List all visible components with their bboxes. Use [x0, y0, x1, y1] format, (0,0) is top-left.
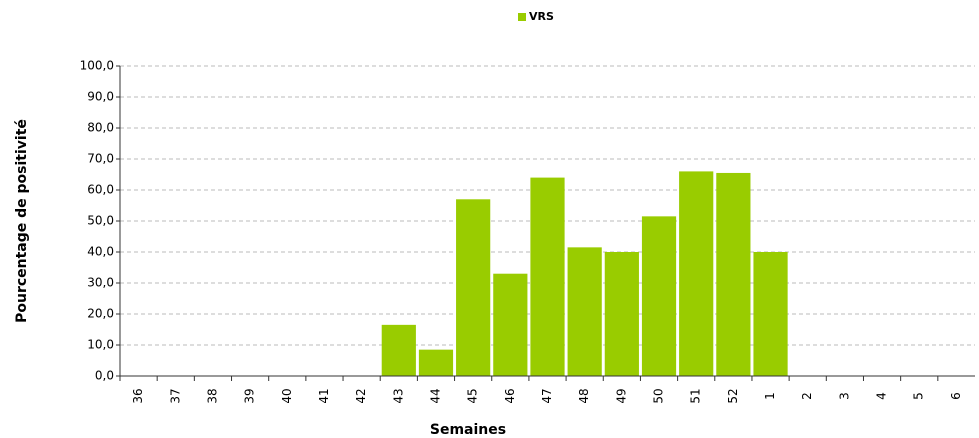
x-tick-label: 2 [800, 392, 814, 400]
x-tick-label: 44 [428, 388, 442, 403]
bar [679, 171, 714, 376]
x-tick-label: 1 [763, 392, 777, 400]
x-tick-label: 48 [577, 388, 591, 403]
x-tick-label: 49 [614, 388, 628, 403]
bar [530, 177, 565, 376]
bar [641, 216, 677, 376]
x-tick-label: 38 [205, 388, 219, 403]
y-tick-label: 60,0 [87, 183, 114, 197]
y-tick-label: 90,0 [87, 90, 114, 104]
bar [567, 247, 602, 376]
x-tick-label: 50 [652, 388, 666, 403]
x-tick-label: 52 [726, 388, 740, 403]
x-tick-label: 45 [466, 388, 480, 403]
y-tick-label: 100,0 [80, 59, 114, 73]
y-tick-label: 70,0 [87, 152, 114, 166]
y-tick-label: 20,0 [87, 307, 114, 321]
bar [418, 349, 454, 376]
bar [753, 252, 788, 376]
x-tick-label: 5 [912, 392, 926, 400]
y-tick-label: 80,0 [87, 121, 114, 135]
y-tick-label: 50,0 [87, 214, 114, 228]
y-tick-label: 40,0 [87, 245, 114, 259]
bar [604, 252, 639, 376]
x-tick-label: 3 [837, 392, 851, 400]
legend-label: VRS [529, 10, 554, 23]
legend-swatch [518, 13, 526, 21]
y-tick-label: 30,0 [87, 276, 114, 290]
x-tick-label: 46 [503, 388, 517, 403]
x-tick-label: 36 [131, 388, 145, 403]
x-tick-label: 47 [540, 388, 554, 403]
bar [381, 324, 416, 376]
x-tick-label: 51 [689, 388, 703, 403]
x-tick-label: 37 [168, 388, 182, 403]
x-tick-label: 4 [875, 392, 889, 400]
bar [716, 172, 751, 376]
y-tick-label: 10,0 [87, 338, 114, 352]
x-tick-label: 39 [243, 388, 257, 403]
x-axis-title: Semaines [430, 422, 506, 438]
y-axis-title: Pourcentage de positivité [14, 119, 30, 323]
bar [493, 273, 528, 376]
x-tick-label: 40 [280, 388, 294, 403]
x-tick-label: 43 [391, 388, 405, 403]
x-tick-label: 41 [317, 388, 331, 403]
x-tick-label: 6 [949, 392, 963, 400]
x-tick-label: 42 [354, 388, 368, 403]
bar [456, 199, 491, 376]
y-tick-label: 0,0 [95, 369, 114, 383]
